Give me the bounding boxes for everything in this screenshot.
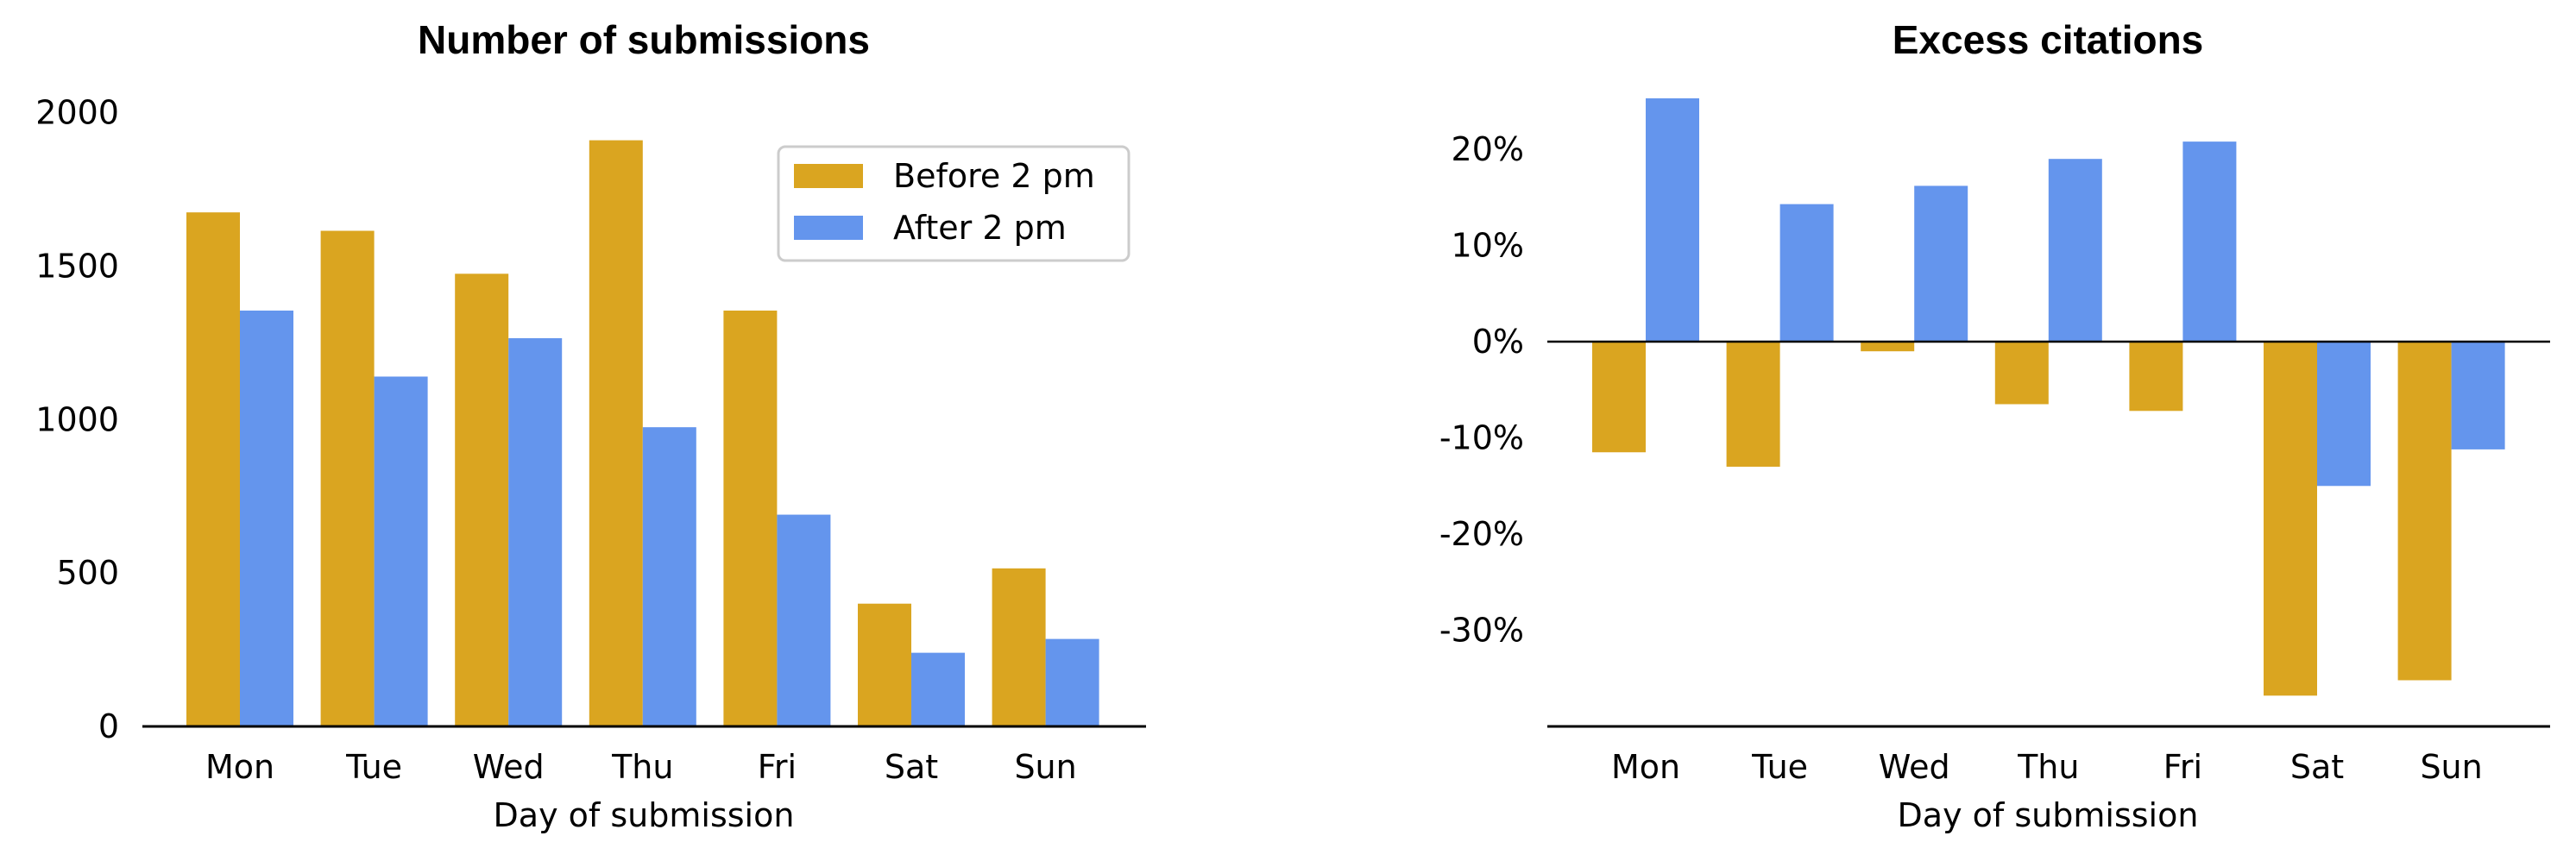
legend: Before 2 pm After 2 pm — [777, 145, 1131, 262]
bar-mon-after — [1646, 97, 1699, 343]
y-tick-label: -30% — [1439, 612, 1524, 650]
submissions-chart: Number of submissions 0 500 1000 1500 2000 M… — [35, 17, 1146, 834]
x-tick-label: Wed — [473, 748, 545, 786]
legend-label-after: After 2 pm — [893, 209, 1067, 247]
x-tick-label: Fri — [2163, 748, 2202, 786]
x-tick-label: Sun — [1014, 748, 1076, 786]
bar-sun-after — [2451, 342, 2505, 449]
x-tick-label: Fri — [758, 748, 797, 786]
y-tick-labels: 0 500 1000 1500 2000 — [35, 94, 119, 745]
bar-sat-after — [2317, 342, 2371, 487]
bar-thu-after — [2048, 159, 2102, 343]
legend-swatch-after — [794, 216, 863, 240]
bar-fri-after — [777, 514, 831, 726]
bar-fri-after — [2182, 141, 2237, 343]
bar-fri-before — [723, 311, 778, 726]
bar-wed-before — [1861, 342, 1915, 352]
y-tick-labels: -30% -20% -10% 0% 10% 20% — [1439, 130, 1524, 649]
x-tick-label: Wed — [1879, 748, 1950, 786]
x-tick-label: Thu — [611, 748, 673, 786]
bar-tue-after — [1779, 204, 1834, 343]
y-tick-label: -10% — [1439, 419, 1524, 457]
bar-sat-after — [911, 652, 965, 726]
bar-thu-before — [1994, 342, 2049, 405]
bar-thu-before — [589, 140, 643, 727]
chart-title: Excess citations — [1893, 17, 2204, 62]
x-tick-labels: Mon Tue Wed Thu Fri Sat Sun — [205, 748, 1077, 786]
x-tick-label: Tue — [1751, 748, 1808, 786]
bar-sun-before — [2397, 342, 2452, 681]
bar-tue-after — [374, 376, 428, 726]
bar-tue-before — [320, 230, 375, 726]
x-tick-label: Sat — [885, 748, 938, 786]
bar-wed-after — [508, 338, 563, 726]
bars-group — [1592, 97, 2505, 696]
y-tick-label: 1500 — [35, 247, 119, 285]
bar-mon-after — [240, 311, 293, 726]
x-tick-label: Mon — [1611, 748, 1680, 786]
bar-fri-before — [2129, 342, 2183, 412]
bar-sun-before — [992, 568, 1046, 726]
legend-swatch-before — [794, 164, 863, 188]
x-axis-label: Day of submission — [494, 796, 795, 834]
bar-mon-before — [1592, 342, 1646, 453]
legend-label-before: Before 2 pm — [893, 157, 1095, 195]
y-tick-label: 0 — [98, 707, 119, 745]
bar-tue-before — [1726, 342, 1780, 467]
x-tick-label: Sat — [2290, 748, 2344, 786]
y-tick-label: 1000 — [35, 400, 119, 438]
bar-wed-after — [1914, 185, 1968, 343]
x-axis-label: Day of submission — [1898, 796, 2199, 834]
bar-mon-before — [186, 212, 240, 726]
y-tick-label: 2000 — [35, 94, 119, 132]
excess-citations-chart: Excess citations -30% -20% -10% 0% 10% 20% Mo… — [1439, 17, 2550, 834]
bar-sun-after — [1045, 638, 1099, 726]
y-tick-label: 20% — [1452, 130, 1524, 168]
bar-wed-before — [455, 273, 509, 727]
y-tick-label: 10% — [1452, 227, 1524, 265]
chart-title: Number of submissions — [418, 17, 870, 62]
y-tick-label: 0% — [1472, 323, 1524, 361]
x-tick-label: Mon — [205, 748, 274, 786]
x-tick-label: Thu — [2017, 748, 2079, 786]
y-tick-label: -20% — [1439, 515, 1524, 553]
x-tick-label: Sun — [2420, 748, 2482, 786]
x-tick-labels: Mon Tue Wed Thu Fri Sat Sun — [1611, 748, 2483, 786]
y-tick-label: 500 — [56, 554, 119, 592]
legend-frame — [777, 145, 1131, 262]
bar-thu-after — [642, 427, 696, 726]
bar-sat-before — [2264, 342, 2317, 696]
x-tick-label: Tue — [345, 748, 402, 786]
bar-sat-before — [858, 603, 911, 726]
bars-group — [186, 140, 1099, 727]
